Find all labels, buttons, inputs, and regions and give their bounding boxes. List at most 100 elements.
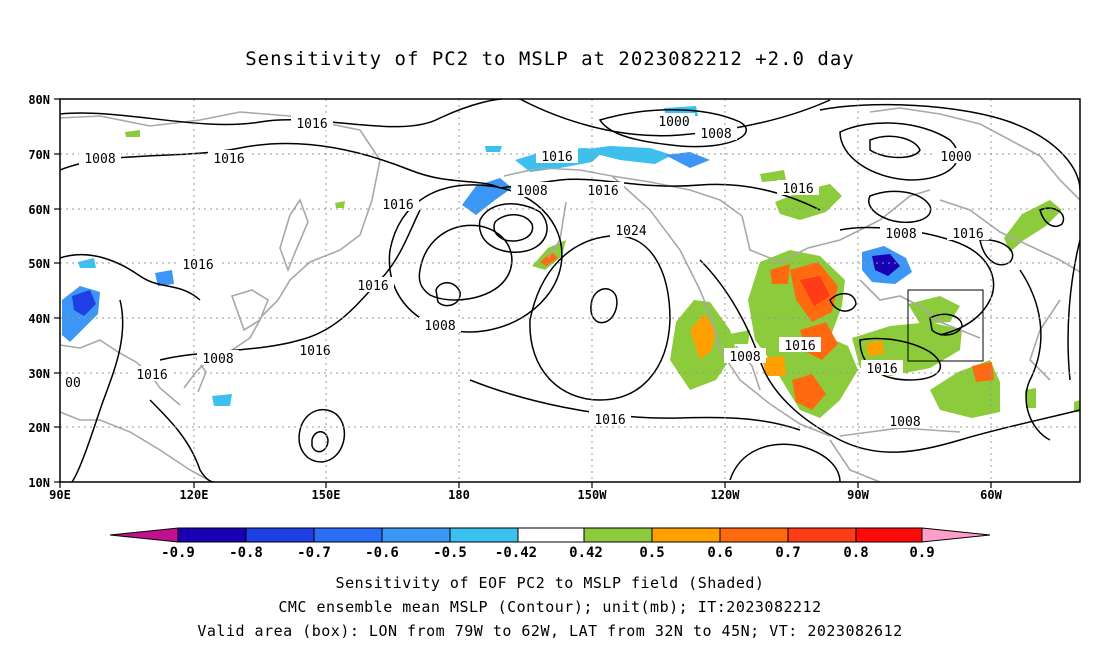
pos-shade (730, 330, 750, 344)
lon-label: 60W (980, 488, 1002, 502)
colorbar-box (517, 527, 585, 543)
footer-line-3: Valid area (box): LON from 79W to 62W, L… (197, 622, 903, 640)
colorbar-end-high (921, 527, 991, 543)
pos-shade (866, 340, 884, 356)
contour-label: 1016 (296, 117, 327, 132)
neg-shade (72, 290, 96, 316)
colorbar-label: -0.8 (229, 545, 263, 561)
colorbar-label: 0.5 (639, 545, 664, 561)
colorbar-label: -0.7 (297, 545, 331, 561)
colorbar-label: 0.8 (843, 545, 868, 561)
colorbar-box (381, 527, 451, 543)
contour-label: 1016 (782, 182, 813, 197)
colorbar-label: -0.6 (365, 545, 399, 561)
plot-border (59, 98, 1081, 483)
contour-label: 1016 (952, 227, 983, 242)
pos-shade (908, 296, 960, 324)
colorbar-box (787, 527, 857, 543)
contour-labels: 1016 1008 1016 1016 1016 1016 1016 1016 … (61, 113, 989, 430)
neg-shade (485, 146, 502, 152)
pos-shade (792, 374, 826, 410)
lat-label: 40N (28, 312, 50, 326)
colorbar-end-low (109, 527, 179, 543)
contour-label: 1016 (299, 344, 330, 359)
colorbar-label: -0.9 (161, 545, 195, 561)
pos-shade (1004, 200, 1062, 252)
lat-label: 30N (28, 367, 50, 381)
axis-ticks (54, 98, 992, 488)
lat-label: 60N (28, 203, 50, 217)
pos-shade (800, 276, 830, 306)
contour-label: 1000 (940, 150, 971, 165)
colorbar-label: 0.42 (569, 545, 603, 561)
lon-label: 180 (448, 488, 470, 502)
colorbar-label: 0.6 (707, 545, 732, 561)
lat-label: 20N (28, 421, 50, 435)
contour-label: 1000 (658, 115, 689, 130)
pos-shade (770, 264, 790, 284)
map-title: Sensitivity of PC2 to MSLP at 2023082212… (245, 48, 855, 70)
colorbar-box (651, 527, 721, 543)
contour-label: 1024 (615, 224, 646, 239)
pos-shade (125, 130, 140, 137)
colorbar-label: 0.9 (909, 545, 934, 561)
latitude-labels: 80N 70N 60N 50N 40N 30N 20N 10N (28, 93, 50, 490)
colorbar-label: -0.42 (495, 545, 537, 561)
pos-shade (972, 362, 994, 382)
pos-shade (335, 201, 345, 208)
neg-shade (872, 254, 900, 276)
lat-label: 80N (28, 93, 50, 107)
pos-shade (760, 170, 786, 182)
colorbar-label: -0.5 (433, 545, 467, 561)
colorbar-box (719, 527, 789, 543)
longitude-labels: 90E 120E 150E 180 150W 120W 90W 60W (49, 488, 1002, 502)
neg-shade (212, 394, 232, 406)
lon-label: 90W (847, 488, 869, 502)
contour-label: 1016 (587, 184, 618, 199)
contour-label: 1016 (866, 362, 897, 377)
pos-shade (1074, 400, 1080, 412)
contour-label: 1008 (202, 352, 233, 367)
lon-label: 120W (711, 488, 741, 502)
neg-shade (580, 146, 672, 164)
colorbar-box (313, 527, 383, 543)
contour-label: 1008 (84, 152, 115, 167)
contour-label: 1016 (594, 413, 625, 428)
pos-shade (1025, 388, 1036, 408)
colorbar-label: 0.7 (775, 545, 800, 561)
lon-label: 150W (578, 488, 608, 502)
contour-label: 1008 (516, 184, 547, 199)
contour-label: 1008 (729, 350, 760, 365)
lat-label: 50N (28, 257, 50, 271)
pos-shade (540, 252, 558, 266)
contour-label: 00 (65, 376, 81, 391)
contour-label: 1016 (382, 198, 413, 213)
contour-label: 1008 (889, 415, 920, 430)
neg-shade (155, 270, 174, 286)
lat-label: 70N (28, 148, 50, 162)
colorbar-box (449, 527, 519, 543)
neg-shade (78, 258, 96, 268)
valid-area-box (907, 289, 984, 362)
pos-shade (690, 314, 716, 360)
colorbar-labels: -0.9 -0.8 -0.7 -0.6 -0.5 -0.42 0.42 0.5 … (161, 545, 935, 561)
colorbar-box (177, 527, 247, 543)
contour-label: 1016 (541, 150, 572, 165)
contour-label: 1016 (357, 279, 388, 294)
contour-label: 1008 (885, 227, 916, 242)
colorbar-box (583, 527, 653, 543)
colorbar (109, 527, 991, 543)
pos-shade (775, 184, 842, 220)
contour-label: 1008 (700, 127, 731, 142)
neg-shade (665, 152, 710, 168)
lon-label: 150E (312, 488, 341, 502)
lon-label: 120E (180, 488, 209, 502)
pos-shade (762, 356, 786, 376)
footer-line-1: Sensitivity of EOF PC2 to MSLP field (Sh… (335, 574, 765, 592)
contour-label: 1016 (784, 339, 815, 354)
colorbar-box (245, 527, 315, 543)
colorbar-box (855, 527, 923, 543)
lon-label: 90E (49, 488, 71, 502)
contour-label: 1016 (213, 152, 244, 167)
